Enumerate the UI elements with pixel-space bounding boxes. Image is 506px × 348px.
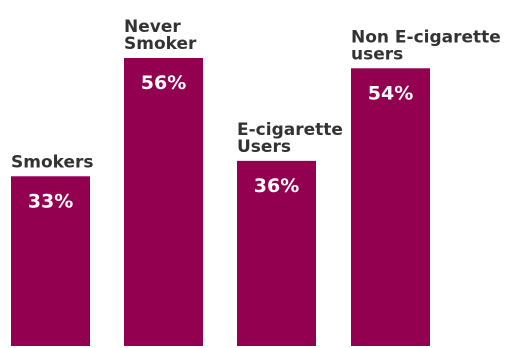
category-label-3-line-1: E-cigarette bbox=[237, 120, 343, 140]
bars-group bbox=[11, 58, 430, 347]
category-label-2-line-1: Never bbox=[124, 17, 181, 37]
bar-1 bbox=[11, 176, 90, 346]
bar-2 bbox=[124, 58, 203, 346]
value-label-3: 36% bbox=[254, 175, 299, 197]
category-label-4-line-1: Non E-cigarette bbox=[351, 27, 501, 47]
value-label-2: 56% bbox=[141, 72, 186, 94]
bar-3 bbox=[237, 160, 316, 346]
value-label-1: 33% bbox=[28, 190, 73, 212]
bar-4 bbox=[351, 68, 430, 347]
category-label-3-line-2: Users bbox=[237, 137, 291, 157]
category-label-4-line-2: users bbox=[351, 44, 403, 64]
value-label-4: 54% bbox=[368, 82, 413, 104]
value-labels-group: 33% 56% 36% 54% bbox=[28, 72, 413, 212]
category-label-2-line-2: Smoker bbox=[124, 34, 197, 54]
category-label-1-line-1: Smokers bbox=[11, 152, 94, 172]
